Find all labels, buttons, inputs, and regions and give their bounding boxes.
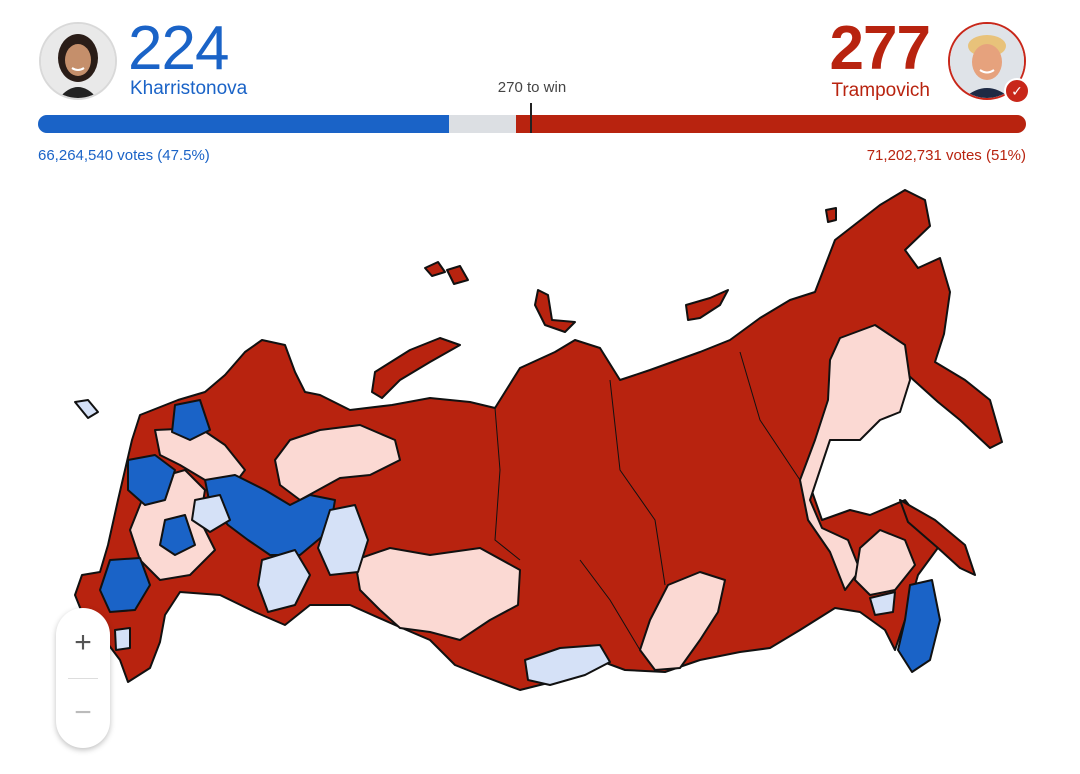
rep-bar-fill xyxy=(516,115,1026,133)
map-region-island-5[interactable] xyxy=(825,207,837,223)
map-region-lean-5[interactable] xyxy=(274,424,401,501)
map-region-lean-dem-5[interactable] xyxy=(869,591,896,616)
map-region-lean-dem-3[interactable] xyxy=(524,644,611,686)
map-region-dem-4[interactable] xyxy=(99,557,151,613)
results-header: 224 Kharristonova 270 to win 277 Trampov… xyxy=(0,0,1080,180)
map-region-island-3[interactable] xyxy=(685,289,729,321)
winner-check-icon: ✓ xyxy=(1004,78,1030,104)
map-region-island-7[interactable] xyxy=(74,399,99,419)
dem-electoral-count: 224 xyxy=(128,14,229,83)
map-region-dem-2[interactable] xyxy=(171,399,211,441)
candidate-portrait-icon xyxy=(41,24,115,98)
threshold-label: 270 to win xyxy=(497,79,567,96)
map-region-dem-1[interactable] xyxy=(127,454,176,506)
map-region-borders xyxy=(494,351,801,651)
rep-popular-vote: 71,202,731 votes (51%) xyxy=(866,147,1026,164)
map-region-lean-1[interactable] xyxy=(799,324,911,591)
threshold-marker xyxy=(530,103,532,133)
map-region-lean-dem-4[interactable] xyxy=(191,494,231,533)
results-map[interactable] xyxy=(0,180,1080,774)
zoom-out-button[interactable]: − xyxy=(74,696,92,729)
map-region-dem-5[interactable] xyxy=(159,514,196,556)
dem-popular-vote: 66,264,540 votes (47.5%) xyxy=(38,147,210,164)
electoral-progress-bar xyxy=(38,115,1026,133)
map-region-lean-4[interactable] xyxy=(354,547,521,641)
map-region-island-2[interactable] xyxy=(534,289,576,333)
map-region-lean-2[interactable] xyxy=(854,529,916,596)
dem-bar-fill xyxy=(38,115,449,133)
map-region-island-6[interactable] xyxy=(899,499,976,576)
map-region-dem-6[interactable] xyxy=(897,579,941,673)
dem-candidate-name: Kharristonova xyxy=(130,78,248,99)
map-region-lean-dem-2[interactable] xyxy=(257,549,311,613)
map-region-lean-3[interactable] xyxy=(639,571,726,671)
rep-candidate-avatar xyxy=(948,22,1026,100)
dem-candidate-avatar xyxy=(39,22,117,100)
zoom-divider xyxy=(68,678,98,679)
map-region-island-1[interactable] xyxy=(371,337,461,399)
rep-candidate-name: Trampovich xyxy=(831,80,930,101)
zoom-in-button[interactable]: + xyxy=(74,626,92,659)
zoom-control: + − xyxy=(56,608,110,748)
rep-electoral-count: 277 xyxy=(829,14,931,83)
map-region-lean-dem-6[interactable] xyxy=(114,627,131,651)
map-region-island-4[interactable] xyxy=(424,261,469,285)
map-region-lean-dem-1[interactable] xyxy=(317,504,369,576)
